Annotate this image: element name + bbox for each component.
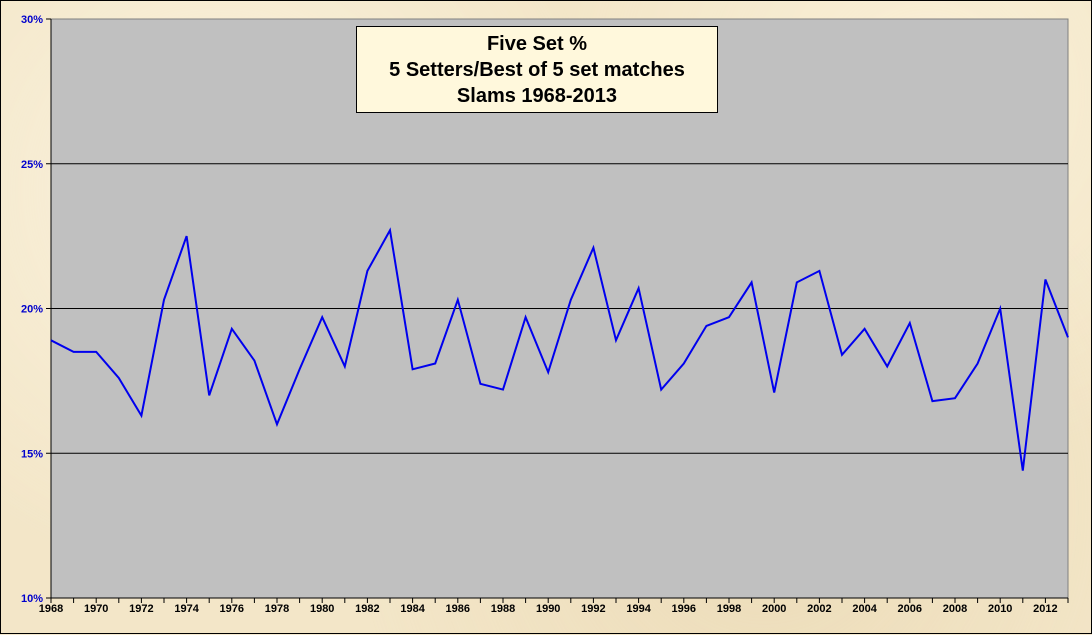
- x-tick-label: 2010: [988, 603, 1012, 615]
- x-tick-label: 1998: [717, 603, 741, 615]
- x-tick-label: 1996: [672, 603, 696, 615]
- chart-title-line-3: Slams 1968-2013: [456, 84, 618, 107]
- x-tick-label: 2002: [807, 603, 831, 615]
- x-tick-label: 2012: [1033, 603, 1057, 615]
- x-tick-label: 2006: [898, 603, 922, 615]
- x-tick-label: 1990: [536, 603, 560, 615]
- y-tick-label: 30%: [21, 14, 43, 26]
- x-tick-label: 2008: [943, 603, 967, 615]
- x-tick-label: 1976: [220, 603, 244, 615]
- x-tick-label: 2000: [762, 603, 786, 615]
- x-tick-label: 1972: [129, 603, 153, 615]
- x-tick-label: 1994: [626, 603, 651, 615]
- y-tick-label: 20%: [21, 304, 43, 316]
- x-tick-label: 1988: [491, 603, 515, 615]
- x-tick-label: 1968: [39, 603, 63, 615]
- chart-title-line-2: 5 Setters/Best of 5 set matches: [389, 58, 685, 81]
- x-tick-label: 2004: [852, 603, 877, 615]
- y-tick-label: 15%: [21, 448, 43, 460]
- y-tick-label: 25%: [21, 159, 43, 171]
- x-tick-label: 1986: [446, 603, 470, 615]
- y-tick-label: 10%: [21, 593, 43, 605]
- x-tick-label: 1974: [174, 603, 199, 615]
- x-tick-label: 1982: [355, 603, 379, 615]
- series-line: [50, 227, 1069, 471]
- x-tick-label: 1970: [84, 603, 108, 615]
- chart-title-line-1: Five Set %: [486, 32, 588, 55]
- x-tick-label: 1978: [265, 603, 289, 615]
- x-tick-label: 1980: [310, 603, 334, 615]
- x-tick-label: 1992: [581, 603, 605, 615]
- chart-title-box: Five Set % 5 Setters/Best of 5 set match…: [356, 26, 718, 113]
- x-tick-label: 1984: [400, 603, 425, 615]
